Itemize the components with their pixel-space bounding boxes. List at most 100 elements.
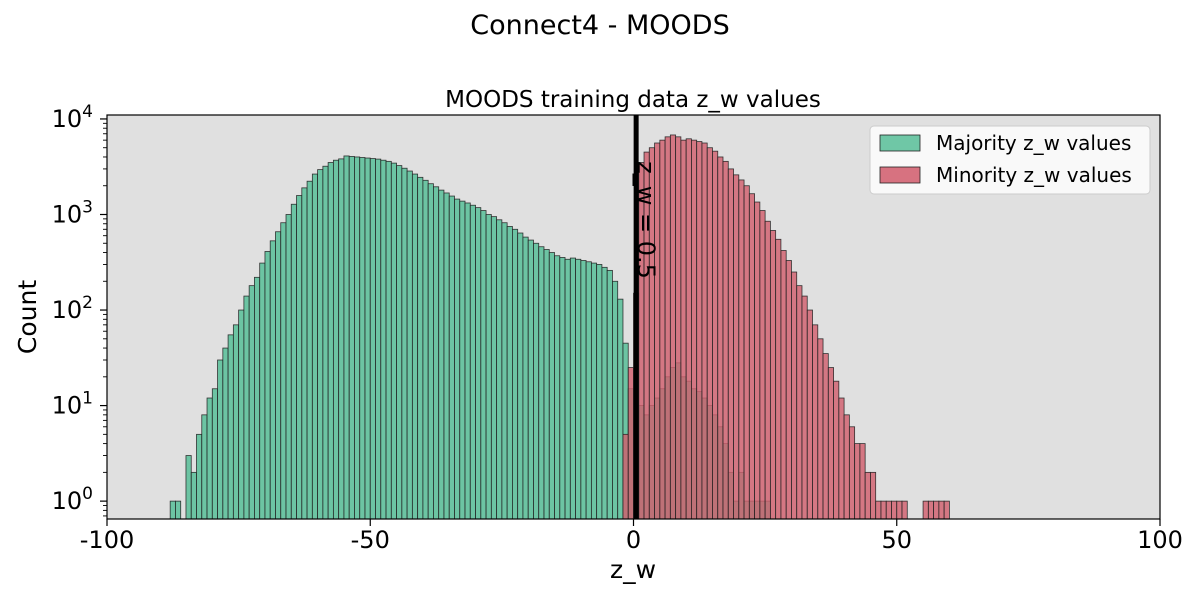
histogram-bar: [748, 193, 755, 520]
histogram-bar: [196, 433, 203, 520]
histogram-bar: [622, 433, 629, 520]
histogram-bar: [785, 260, 792, 520]
histogram-bar: [390, 162, 397, 520]
histogram-bar: [354, 156, 361, 520]
histogram-bar: [833, 380, 840, 520]
histogram-bar: [522, 236, 529, 520]
x-tick-label: -100: [80, 526, 134, 554]
histogram-bar: [585, 261, 592, 520]
histogram-bar: [433, 186, 440, 520]
histogram-bar: [280, 222, 287, 520]
histogram-bar: [601, 266, 608, 520]
histogram-bar: [322, 165, 329, 520]
legend-swatch: [879, 134, 921, 152]
legend-box: [869, 125, 1151, 195]
histogram-bar: [296, 195, 303, 520]
figure-suptitle: Connect4 - MOODS: [470, 10, 729, 41]
histogram-bar: [590, 262, 598, 520]
histogram-bar: [685, 138, 692, 520]
histogram-bar: [812, 324, 819, 520]
histogram-bar: [827, 367, 834, 520]
histogram-bar: [575, 258, 582, 520]
histogram-bar: [664, 136, 671, 520]
histogram-bar: [754, 201, 761, 520]
histogram-bar: [317, 169, 324, 520]
chart-title: MOODS training data z_w values: [445, 87, 821, 113]
histogram-bar: [243, 295, 250, 520]
histogram-bar: [559, 257, 566, 520]
histogram-bar: [275, 231, 282, 520]
histogram-bar: [369, 158, 376, 520]
histogram-bar: [238, 309, 245, 520]
histogram-bar: [454, 198, 461, 520]
histogram-bar: [554, 255, 561, 520]
histogram-bar: [222, 347, 229, 520]
histogram-bar: [332, 159, 340, 520]
x-axis: -100 -50 0 50 100: [80, 519, 1183, 554]
histogram-bar: [680, 139, 687, 520]
histogram-bar: [254, 276, 261, 520]
histogram-bar: [675, 136, 682, 520]
histogram-bar: [738, 179, 745, 520]
histogram-bar: [248, 285, 255, 520]
histogram-bar: [943, 500, 950, 520]
histogram-bar: [443, 192, 450, 520]
histogram-bar: [669, 134, 677, 520]
histogram-bar: [459, 200, 466, 520]
histogram-bar: [501, 222, 508, 520]
histogram-bar: [733, 174, 740, 520]
histogram-bar: [385, 160, 392, 520]
histogram-bar: [269, 240, 276, 520]
histogram-bar: [880, 500, 887, 520]
histogram-bar: [617, 298, 624, 520]
histogram-bar: [896, 500, 903, 520]
histogram-bar: [759, 210, 766, 520]
histogram-bar: [169, 500, 176, 520]
histogram-bar: [185, 455, 192, 520]
histogram-bar: [364, 157, 371, 520]
histogram-bar: [175, 500, 182, 520]
x-tick-label: 50: [881, 526, 912, 554]
histogram-bar: [606, 269, 613, 520]
histogram-bar: [211, 388, 218, 520]
histogram-bar: [843, 414, 850, 520]
histogram-bar: [838, 397, 845, 520]
histogram-bar: [717, 156, 724, 520]
histogram-bar: [401, 167, 408, 520]
histogram-bar: [417, 176, 424, 520]
histogram-bar: [769, 230, 777, 520]
histogram-bar: [806, 309, 813, 520]
histogram-bar: [343, 155, 350, 520]
histogram-bar: [533, 242, 540, 520]
histogram-bar: [527, 239, 534, 520]
histogram-bar: [743, 185, 750, 520]
histogram-bar: [475, 207, 482, 520]
histogram-bar: [380, 159, 387, 520]
legend: Majority z_w values Minority z_w values: [869, 125, 1151, 195]
histogram-bar: [232, 324, 240, 520]
x-tick-label: 0: [626, 526, 641, 554]
y-axis-label: Count: [13, 280, 42, 354]
histogram-bar: [612, 280, 619, 520]
histogram-bar: [727, 168, 734, 520]
histogram-bar: [885, 500, 892, 520]
histogram-bar: [817, 338, 824, 520]
histogram-bar: [580, 260, 587, 520]
histogram-bar: [485, 214, 492, 520]
histogram-bar: [801, 295, 808, 520]
histogram-bar: [870, 471, 877, 520]
x-tick-label: -50: [351, 526, 390, 554]
histogram-bar: [206, 397, 213, 520]
histogram-bar: [290, 203, 297, 520]
histogram-bar: [396, 165, 403, 520]
histogram-bar: [701, 142, 708, 520]
histogram-bar: [875, 500, 882, 520]
histogram-bar: [201, 414, 208, 520]
histogram-bar: [706, 147, 713, 520]
histogram-bar: [427, 183, 434, 520]
histogram-bar: [548, 252, 555, 520]
histogram-bar: [512, 228, 519, 520]
histogram-bar: [338, 158, 345, 520]
